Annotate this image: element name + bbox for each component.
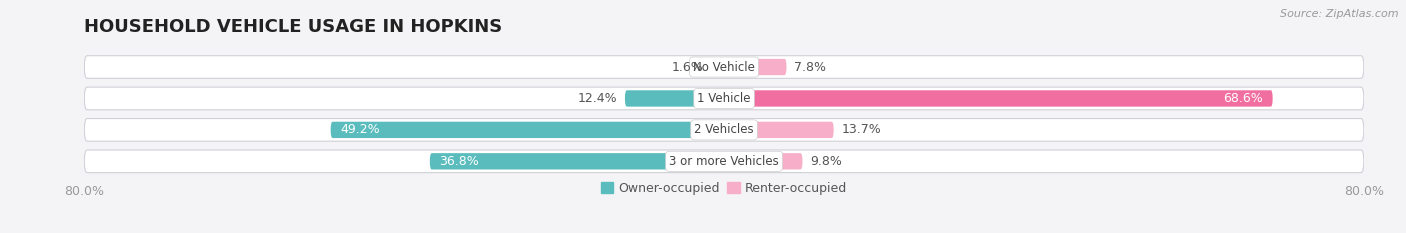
Legend: Owner-occupied, Renter-occupied: Owner-occupied, Renter-occupied <box>596 177 852 200</box>
FancyBboxPatch shape <box>724 153 803 169</box>
Text: 7.8%: 7.8% <box>794 61 827 74</box>
FancyBboxPatch shape <box>430 153 724 169</box>
FancyBboxPatch shape <box>724 90 1272 107</box>
Text: 36.8%: 36.8% <box>440 155 479 168</box>
FancyBboxPatch shape <box>624 90 724 107</box>
Text: 3 or more Vehicles: 3 or more Vehicles <box>669 155 779 168</box>
Text: 9.8%: 9.8% <box>810 155 842 168</box>
FancyBboxPatch shape <box>724 122 834 138</box>
Text: 13.7%: 13.7% <box>842 123 882 136</box>
Text: 49.2%: 49.2% <box>340 123 380 136</box>
Text: 12.4%: 12.4% <box>578 92 617 105</box>
FancyBboxPatch shape <box>330 122 724 138</box>
FancyBboxPatch shape <box>711 59 724 75</box>
FancyBboxPatch shape <box>84 56 1364 78</box>
Text: Source: ZipAtlas.com: Source: ZipAtlas.com <box>1281 9 1399 19</box>
Text: 1.6%: 1.6% <box>672 61 703 74</box>
FancyBboxPatch shape <box>84 119 1364 141</box>
Text: 1 Vehicle: 1 Vehicle <box>697 92 751 105</box>
Text: 2 Vehicles: 2 Vehicles <box>695 123 754 136</box>
Text: HOUSEHOLD VEHICLE USAGE IN HOPKINS: HOUSEHOLD VEHICLE USAGE IN HOPKINS <box>84 18 502 36</box>
FancyBboxPatch shape <box>84 87 1364 110</box>
Text: No Vehicle: No Vehicle <box>693 61 755 74</box>
FancyBboxPatch shape <box>724 59 786 75</box>
Text: 68.6%: 68.6% <box>1223 92 1263 105</box>
FancyBboxPatch shape <box>84 150 1364 173</box>
